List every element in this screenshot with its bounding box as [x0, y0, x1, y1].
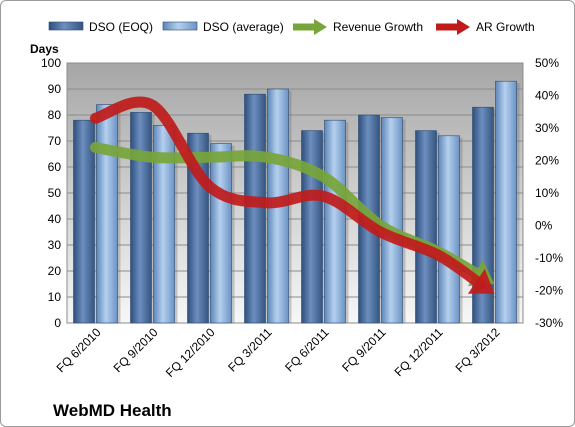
legend-label-dso-average-: DSO (average): [203, 20, 284, 34]
x-tick-label: FQ 6/2011: [282, 325, 332, 375]
y2-tick-label: 50%: [535, 56, 559, 70]
bar-dso-average-: [381, 117, 403, 324]
x-tick-label: FQ 12/2010: [163, 325, 218, 380]
ar-growth-arrowhead: [467, 268, 495, 294]
y2-tick-label: 20%: [535, 154, 559, 168]
y-tick-label: 60: [48, 160, 62, 174]
chart-footer-title: WebMD Health: [53, 401, 172, 420]
y2-tick-label: -30%: [535, 316, 563, 330]
bar-dso-eoq-: [301, 130, 323, 324]
x-tick-label: FQ 3/2011: [225, 325, 275, 375]
y2-tick-label: 0%: [535, 219, 553, 233]
y2-tick-label: 30%: [535, 121, 559, 135]
y2-tick-label: -20%: [535, 284, 563, 298]
bar-dso-average-: [210, 143, 232, 324]
y-tick-label: 30: [48, 238, 62, 252]
x-tick-label: FQ 9/2011: [339, 325, 389, 375]
x-tick-label: FQ 9/2010: [111, 325, 161, 375]
bar-dso-average-: [438, 135, 460, 324]
line-series: [90, 96, 495, 294]
x-tick-label: FQ 6/2010: [54, 325, 104, 375]
y-tick-label: 100: [41, 56, 61, 70]
bar-dso-eoq-: [73, 119, 95, 324]
y2-axis-ticks: -30% -20% -10% 0% 10% 20% 30% 40% 50%: [535, 56, 563, 330]
y-tick-label: 50: [48, 186, 62, 200]
y-tick-label: 40: [48, 212, 62, 226]
y-axis-title: Days: [30, 42, 59, 56]
legend-arrow-revenue-growth: [314, 19, 327, 35]
x-tick-label: FQ 3/2012: [453, 325, 503, 375]
ar-growth-line: [90, 96, 486, 290]
x-tick-label: FQ 12/2011: [392, 325, 446, 379]
y-tick-label: 90: [48, 82, 62, 96]
y-tick-label: 0: [54, 316, 61, 330]
y2-tick-label: 10%: [535, 186, 559, 200]
bar-dso-average-: [495, 80, 517, 324]
bar-dso-eoq-: [130, 112, 152, 324]
x-axis-ticks: FQ 6/2010 FQ 9/2010 FQ 12/2010 FQ 3/2011 FQ …: [54, 325, 503, 380]
bar-dso-average-: [96, 104, 118, 324]
y-tick-label: 80: [48, 108, 62, 122]
legend: DSO (EOQ) DSO (average) Revenue Growth AR G…: [48, 19, 535, 35]
legend-label-ar-growth: AR Growth: [476, 20, 535, 34]
y-tick-label: 20: [48, 264, 62, 278]
legend-arrow-ar-growth: [457, 19, 470, 35]
y-tick-label: 10: [48, 290, 62, 304]
legend-swatch-dso-average-: [162, 21, 198, 31]
bar-dso-average-: [324, 119, 346, 324]
y2-tick-label: -10%: [535, 251, 563, 265]
legend-label-dso-eoq-: DSO (EOQ): [89, 20, 153, 34]
y-tick-label: 70: [48, 134, 62, 148]
bar-dso-eoq-: [415, 130, 437, 324]
legend-label-revenue-growth: Revenue Growth: [333, 20, 423, 34]
y2-tick-label: 40%: [535, 89, 559, 103]
y-axis-ticks: 0 10 20 30 40 50 60 70 80 90 100: [41, 56, 61, 330]
legend-swatch-dso-eoq-: [48, 21, 84, 31]
bar-dso-eoq-: [244, 93, 266, 324]
